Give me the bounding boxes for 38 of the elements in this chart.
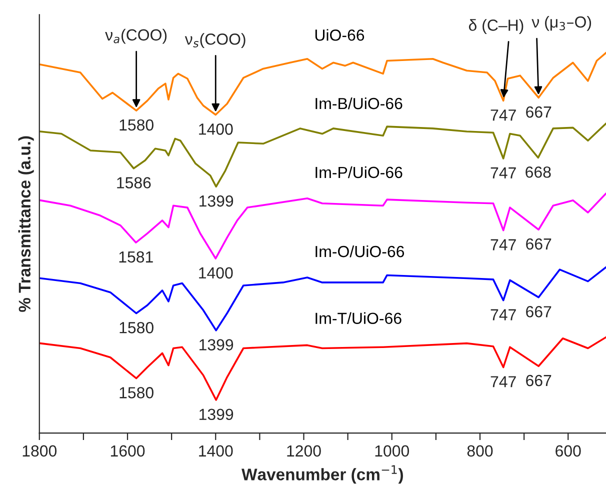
annotation: 747 [490,376,516,388]
series-label: Im-T/UiO-66 [316,312,402,324]
annotation: 747 [490,110,516,121]
annotation: 1399 [200,195,234,207]
annotation: 1586 [117,177,151,188]
x-tick-label: 600 [556,445,581,457]
annotation: 1399 [200,339,234,350]
annotation: 1580 [120,387,154,398]
x-axis-title: Wavenumber (cm$^{−1}$) [242,465,403,484]
annotation: 1399 [200,408,234,420]
annotation: 667 [526,374,552,386]
series-label: Im-O/UiO-66 [316,245,404,258]
annotation: 668 [526,166,551,178]
annotation: 1580 [120,322,154,334]
annotation: 667 [526,238,552,250]
annotation: 1580 [120,119,154,131]
annotation: 1400 [199,124,233,135]
annotation: 667 [526,306,552,318]
annotation: ν (μ$_{3}$–O) [532,16,592,31]
y-axis-title: % Transmittance (a.u.) [18,136,34,312]
x-tick-label: 1800 [22,445,57,457]
annotation: ν$_{s}$(COO) [184,33,246,48]
annotation: δ (C–H) [468,19,524,34]
x-tick-label: 1000 [375,445,410,457]
series-label: UiO-66 [315,29,364,41]
annotation: 1400 [199,267,233,279]
annotation: 747 [490,167,516,178]
annotation: 667 [526,106,552,118]
annotation: 747 [490,239,516,250]
annotation: 1581 [119,251,153,263]
annotation: ν$_{a}$(COO) [105,28,167,44]
x-tick-label: 800 [467,445,493,457]
series-label: Im-B/UiO-66 [316,97,402,110]
x-tick-label: 1400 [199,445,233,457]
series-label: Im-P/UiO-66 [316,166,402,178]
x-tick-label: 1600 [110,445,145,457]
x-tick-label: 1200 [287,445,321,457]
annotation: 747 [490,309,516,320]
